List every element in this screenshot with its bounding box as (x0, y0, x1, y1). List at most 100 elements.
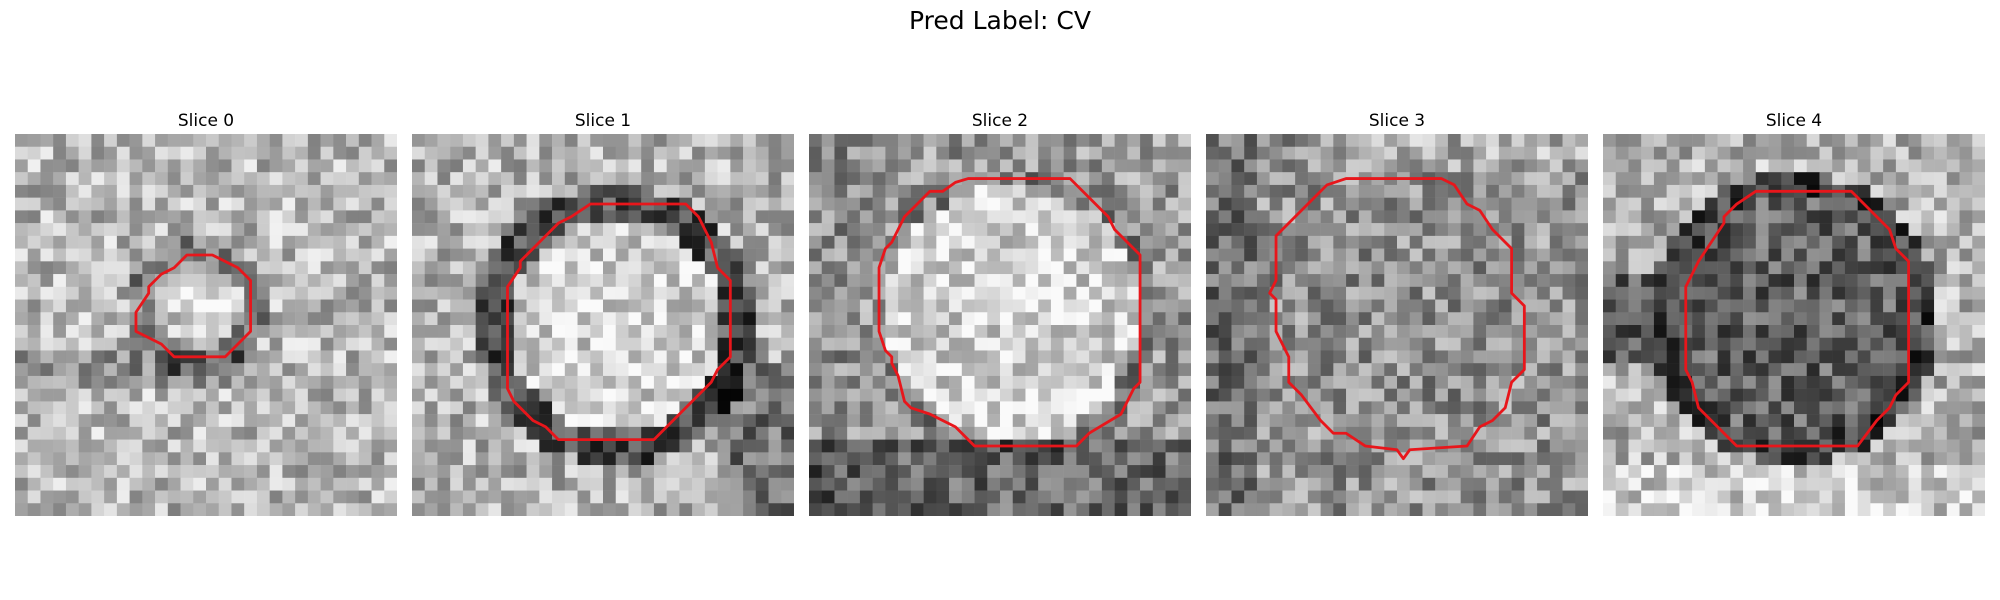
pixel (1178, 286, 1191, 300)
pixel (15, 503, 28, 516)
pixel (1704, 210, 1718, 224)
pixel (885, 426, 899, 440)
pixel (1269, 375, 1283, 389)
pixel (910, 184, 924, 198)
pixel (628, 363, 642, 377)
pixel (450, 312, 464, 326)
pixel (603, 261, 616, 275)
pixel (1768, 197, 1782, 211)
pixel (1397, 350, 1410, 364)
pixel (768, 401, 782, 415)
pixel (40, 274, 54, 288)
pixel (641, 134, 655, 147)
pixel (1730, 452, 1744, 466)
pixel (1549, 146, 1563, 160)
pixel (1959, 261, 1973, 275)
pixel (1050, 325, 1064, 338)
pixel (1498, 223, 1512, 237)
pixel (27, 363, 41, 377)
pixel (539, 134, 553, 147)
pixel (1895, 452, 1909, 466)
pixel (1972, 426, 1985, 440)
pixel (116, 274, 130, 288)
pixel (1422, 210, 1436, 224)
pixel (936, 210, 950, 224)
pixel (1244, 439, 1258, 453)
pixel (628, 452, 642, 466)
pixel (666, 401, 680, 415)
pixel (282, 197, 296, 211)
pixel (1832, 248, 1846, 262)
pixel (1628, 184, 1642, 198)
pixel (15, 210, 28, 224)
pixel (346, 286, 360, 300)
pixel (462, 363, 476, 377)
pixel (1114, 274, 1128, 288)
pixel (1511, 465, 1525, 479)
pixel (15, 452, 28, 466)
pixel (15, 286, 28, 300)
pixel (1511, 414, 1525, 428)
pixel (1959, 184, 1973, 198)
pixel (1076, 299, 1090, 313)
pixel (1038, 197, 1052, 211)
pixel (590, 325, 604, 338)
pixel (1679, 184, 1693, 198)
pixel (412, 439, 425, 453)
pixel (730, 286, 744, 300)
pixel (1025, 235, 1039, 249)
pixel (333, 184, 347, 198)
pixel (180, 388, 194, 402)
pixel (307, 197, 321, 211)
pixel (1012, 299, 1026, 313)
pixel (1152, 172, 1166, 186)
pixel (295, 248, 309, 262)
pixel (1562, 261, 1576, 275)
pixel (1921, 375, 1935, 389)
pixel (371, 248, 385, 262)
pixel (1384, 210, 1398, 224)
pixel (1473, 363, 1487, 377)
pixel (1025, 299, 1039, 313)
pixel (1768, 146, 1782, 160)
pixel (1333, 503, 1347, 516)
pixel (1641, 312, 1655, 326)
pixel (129, 477, 143, 491)
pixel (834, 452, 848, 466)
pixel (424, 274, 438, 288)
pixel (1152, 465, 1166, 479)
pixel (834, 401, 848, 415)
pixel (218, 312, 232, 326)
pixel (704, 261, 718, 275)
pixel (653, 134, 667, 147)
pixel (424, 465, 438, 479)
pixel (641, 439, 655, 453)
pixel (1537, 363, 1551, 377)
pixel (256, 388, 270, 402)
pixel (513, 146, 527, 160)
pixel (628, 439, 642, 453)
pixel (961, 414, 975, 428)
pixel (104, 503, 118, 516)
pixel (1704, 261, 1718, 275)
pixel (384, 184, 397, 198)
pixel (91, 146, 105, 160)
pixel (437, 248, 451, 262)
pixel (206, 210, 219, 224)
pixel (666, 146, 680, 160)
pixel (40, 490, 54, 504)
pixel (590, 159, 604, 173)
pixel (1730, 274, 1744, 288)
pixel (1178, 223, 1191, 237)
pixel (1076, 375, 1090, 389)
pixel (218, 503, 232, 516)
pixel (218, 172, 232, 186)
pixel (1025, 426, 1039, 440)
pixel (768, 477, 782, 491)
pixel (781, 299, 794, 313)
pixel (231, 274, 245, 288)
pixel (1575, 452, 1588, 466)
pixel (1295, 414, 1309, 428)
pixel (1844, 261, 1858, 275)
pixel (552, 159, 566, 173)
